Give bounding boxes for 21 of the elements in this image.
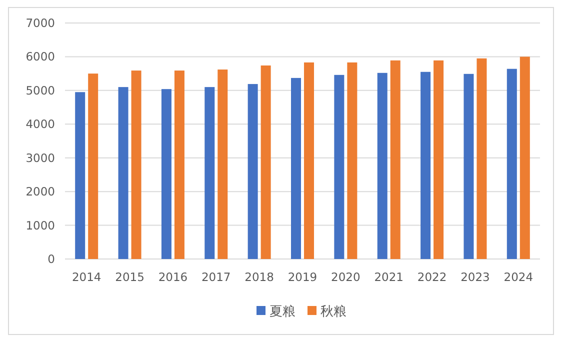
y-tick-label: 5000: [26, 83, 55, 98]
y-tick-label: 6000: [26, 50, 55, 64]
x-tick-label: 2020: [331, 270, 360, 284]
y-tick-label: 1000: [26, 218, 55, 232]
x-tick-label: 2018: [244, 270, 274, 284]
legend-label: 秋粮: [320, 304, 346, 320]
x-tick-label: 2024: [504, 270, 534, 284]
y-tick-label: 3000: [26, 150, 55, 165]
x-tick-label: 2016: [158, 270, 188, 284]
y-tick-label: 7000: [26, 16, 55, 30]
y-tick-label: 4000: [26, 117, 55, 132]
x-tick-label: 2017: [201, 270, 231, 284]
x-tick-label: 2019: [288, 270, 318, 284]
legend-label: 夏粮: [270, 304, 296, 320]
x-tick-label: 2022: [417, 270, 447, 284]
y-tick-label: 0: [48, 252, 55, 266]
x-tick-label: 2015: [115, 270, 144, 284]
y-tick-label: 2000: [26, 184, 55, 199]
x-tick-label: 2023: [460, 270, 490, 284]
x-tick-label: 2021: [374, 270, 404, 284]
x-tick-label: 2014: [72, 270, 102, 284]
